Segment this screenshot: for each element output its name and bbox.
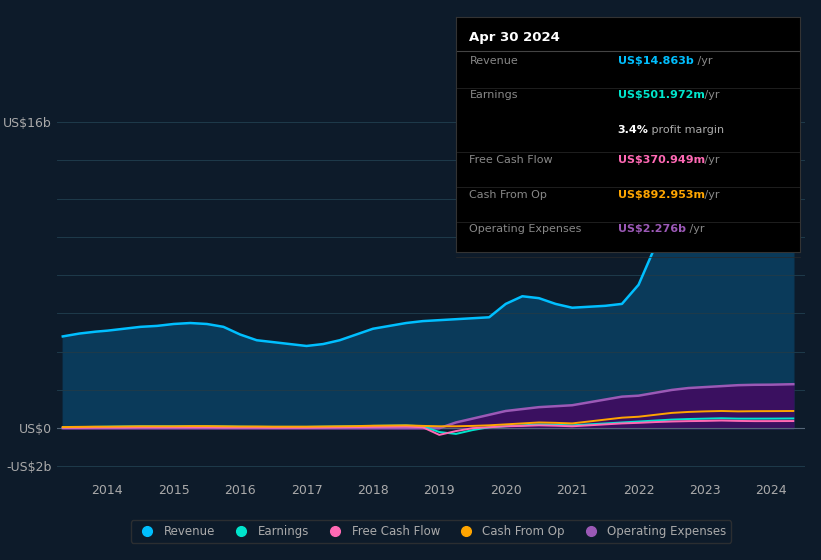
Text: US$892.953m: US$892.953m: [617, 190, 704, 199]
Text: US$2.276b: US$2.276b: [617, 225, 686, 235]
Text: /yr: /yr: [686, 225, 704, 235]
Text: Operating Expenses: Operating Expenses: [470, 225, 582, 235]
Text: /yr: /yr: [701, 155, 720, 165]
Text: /yr: /yr: [694, 55, 712, 66]
Text: US$501.972m: US$501.972m: [617, 90, 704, 100]
Text: Free Cash Flow: Free Cash Flow: [470, 155, 553, 165]
Text: /yr: /yr: [701, 90, 720, 100]
Legend: Revenue, Earnings, Free Cash Flow, Cash From Op, Operating Expenses: Revenue, Earnings, Free Cash Flow, Cash …: [131, 520, 732, 543]
Text: profit margin: profit margin: [648, 125, 724, 135]
Text: US$14.863b: US$14.863b: [617, 55, 694, 66]
Text: Apr 30 2024: Apr 30 2024: [470, 31, 560, 44]
Text: Revenue: Revenue: [470, 55, 518, 66]
Text: 3.4%: 3.4%: [617, 125, 649, 135]
Text: /yr: /yr: [701, 190, 720, 199]
Text: Cash From Op: Cash From Op: [470, 190, 548, 199]
Text: Earnings: Earnings: [470, 90, 518, 100]
Text: US$370.949m: US$370.949m: [617, 155, 705, 165]
